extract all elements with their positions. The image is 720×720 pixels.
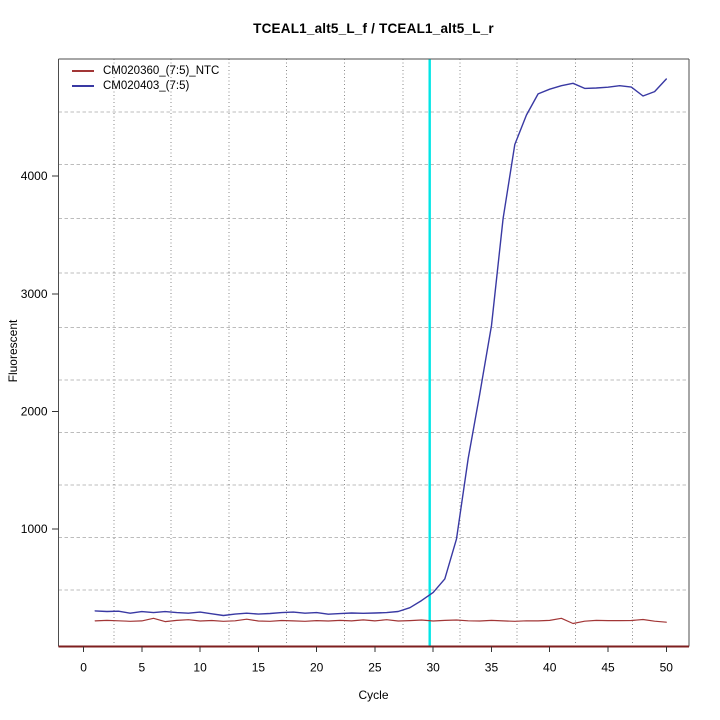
- x-tick-label: 25: [368, 661, 382, 675]
- legend-line-swatch-red: [72, 70, 94, 72]
- x-tick-label: 30: [427, 661, 441, 675]
- x-tick-label: 15: [252, 661, 266, 675]
- y-tick-label: 4000: [21, 169, 48, 183]
- x-axis-title: Cycle: [358, 688, 389, 702]
- x-tick-label: 45: [601, 661, 615, 675]
- y-tick-label: 2000: [21, 404, 48, 418]
- x-tick-label: 5: [138, 661, 145, 675]
- legend-line-swatch-blue: [72, 85, 94, 87]
- y-tick-label: 1000: [21, 522, 48, 536]
- plot-box: [58, 58, 690, 648]
- x-tick-label: 50: [660, 661, 674, 675]
- x-tick-label: 20: [310, 661, 324, 675]
- legend: CM020360_(7:5)_NTC CM020403_(7:5): [72, 65, 219, 92]
- x-tick-label: 10: [193, 661, 207, 675]
- legend-label-ntc: CM020360_(7:5)_NTC: [103, 65, 220, 77]
- vertical-gridlines: [113, 59, 633, 647]
- y-axis-ticks: 1000 2000 3000 4000: [21, 169, 59, 536]
- x-tick-label: 0: [80, 661, 87, 675]
- series-line-sample: [94, 78, 667, 617]
- chart-title: TCEAL1_alt5_L_f / TCEAL1_alt5_L_r: [253, 21, 494, 36]
- legend-label-sample: CM020403_(7:5): [103, 80, 190, 92]
- x-tick-label: 40: [543, 661, 557, 675]
- x-axis-ticks: 0 5 10 15 20 25 30 35 40 45 50: [80, 646, 674, 675]
- legend-item-sample: CM020403_(7:5): [72, 80, 219, 92]
- x-tick-label: 35: [485, 661, 499, 675]
- series-line-ntc: [94, 617, 667, 625]
- legend-item-ntc: CM020360_(7:5)_NTC: [72, 65, 219, 77]
- horizontal-gridlines: [58, 111, 689, 591]
- y-tick-label: 3000: [21, 287, 48, 301]
